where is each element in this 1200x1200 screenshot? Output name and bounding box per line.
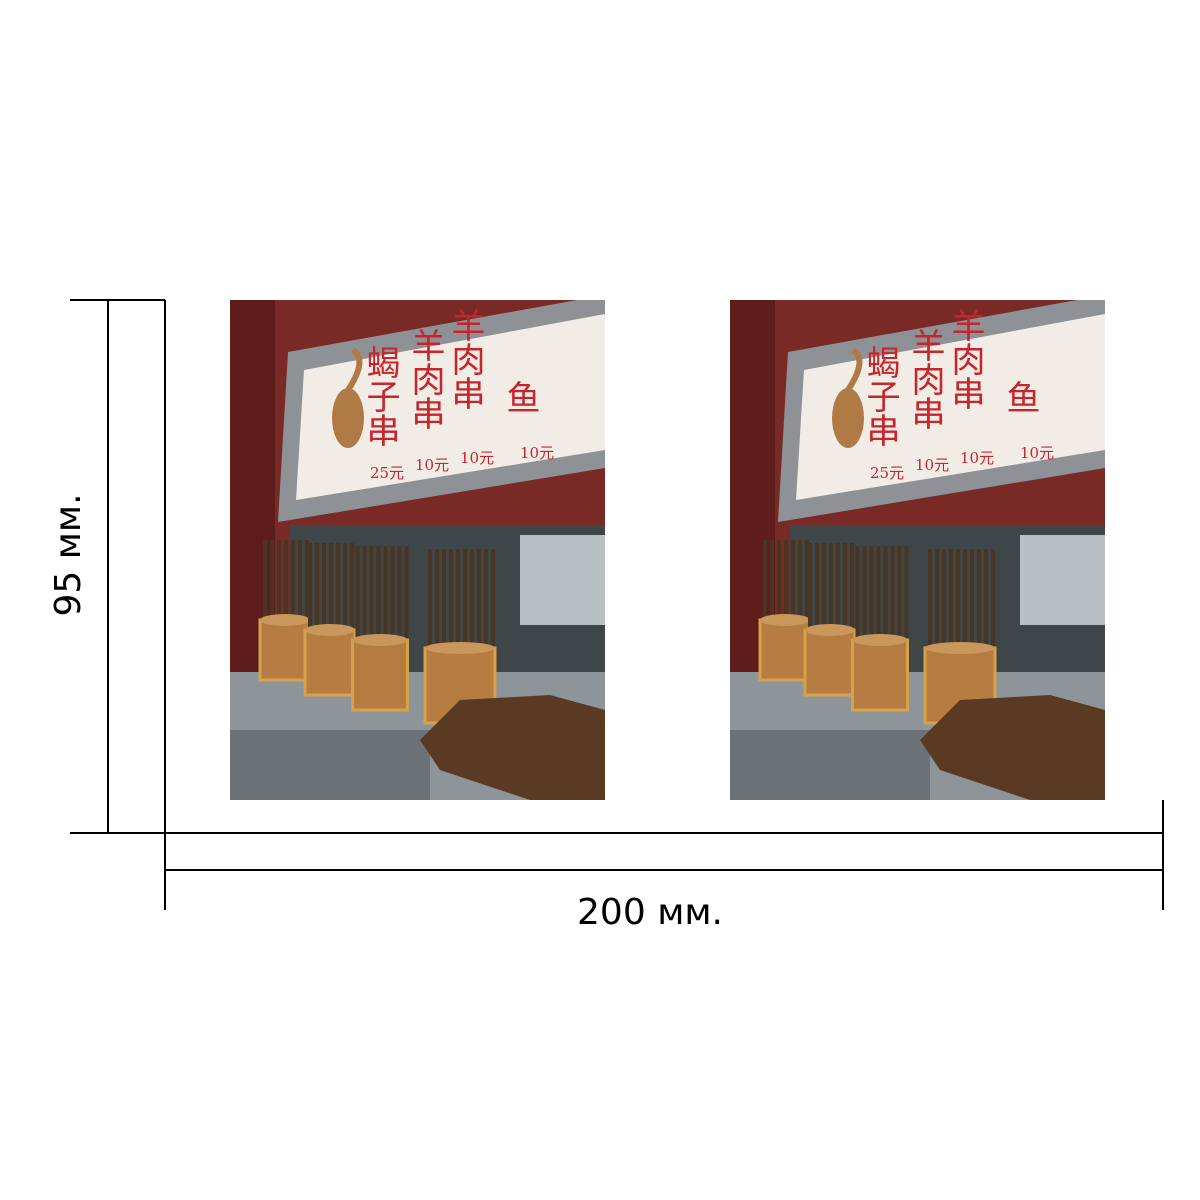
bucket-rim — [260, 614, 310, 626]
bucket-rim — [852, 634, 908, 646]
scorpion-tail — [345, 347, 363, 392]
back-panel — [1020, 535, 1105, 625]
bucket — [851, 638, 909, 712]
width-label: 200 мм. — [577, 892, 723, 933]
sign-price: 10元 — [415, 456, 449, 474]
sign-column: 羊肉串 — [945, 308, 985, 410]
counter-glass — [230, 730, 430, 800]
sign-column: 鱼 — [1000, 380, 1040, 414]
sign-face — [296, 314, 605, 500]
sign-price: 25元 — [370, 464, 404, 482]
bucket — [303, 628, 357, 697]
sign-column: 鱼 — [500, 380, 540, 414]
sign-price: 25元 — [870, 464, 904, 482]
bucket-rim — [925, 642, 995, 654]
sign-column: 羊肉串 — [405, 328, 445, 430]
bucket-rim — [805, 624, 855, 636]
scorpion — [832, 388, 864, 448]
height-label: 95 мм. — [48, 493, 89, 616]
sign-column: 蝎子串 — [360, 345, 400, 447]
sign-price: 10元 — [915, 456, 949, 474]
sign-price: 10元 — [960, 449, 994, 467]
bucket-rim — [425, 642, 495, 654]
scorpion-tail — [845, 347, 863, 392]
sign-price: 10元 — [1020, 444, 1054, 462]
bucket-rim — [305, 624, 355, 636]
bucket — [803, 628, 857, 697]
bucket — [351, 638, 409, 712]
counter-glass — [730, 730, 930, 800]
sign-face — [796, 314, 1105, 500]
sign-price: 10元 — [460, 449, 494, 467]
bucket-rim — [760, 614, 810, 626]
bucket — [758, 618, 812, 682]
sign-column: 羊肉串 — [445, 308, 485, 410]
scorpion-pile — [920, 695, 1105, 800]
sign-price: 10元 — [520, 444, 554, 462]
scorpion-pile — [420, 695, 605, 800]
dimension-lines — [70, 299, 1164, 910]
sign-column: 蝎子串 — [860, 345, 900, 447]
bucket-rim — [352, 634, 408, 646]
scorpion — [332, 388, 364, 448]
bucket — [258, 618, 312, 682]
sign-column: 羊肉串 — [905, 328, 945, 430]
back-panel — [520, 535, 605, 625]
